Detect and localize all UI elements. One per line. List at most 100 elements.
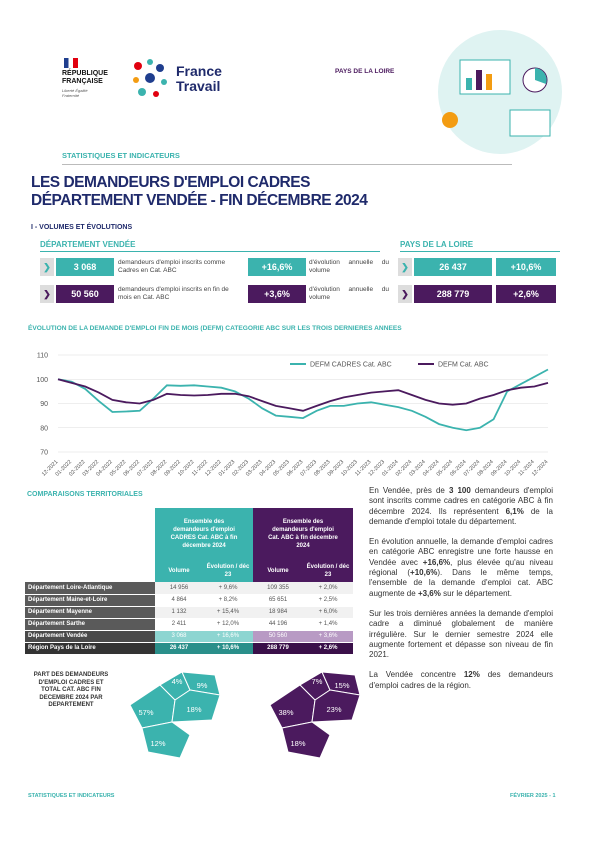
y-tick-label: 90 — [40, 401, 48, 408]
kpi-change: +3,6% — [248, 285, 306, 303]
region: PAYS DE LA LOIRE — [335, 68, 395, 75]
table-cell: 1 132 — [155, 606, 203, 619]
table-cell: + 10,6% — [203, 642, 253, 655]
group-header: Ensemble des demandeurs d'emploi CADRES … — [155, 508, 253, 560]
kpi-change: +16,6% — [248, 258, 306, 276]
text: Sur les trois dernières années la demand… — [369, 608, 553, 660]
row-label: Département Loire-Atlantique — [25, 582, 155, 595]
table-cell: 44 196 — [253, 618, 303, 631]
illustration — [438, 30, 562, 154]
map-label: 38% — [278, 708, 293, 717]
rule — [400, 251, 560, 252]
paragraph: Sur les trois dernières années la demand… — [369, 609, 553, 660]
table-cell: 50 560 — [253, 630, 303, 643]
table-row: Région Pays de la Loire 26 437 + 10,6% 288 … — [25, 642, 353, 655]
table-cell: 2 411 — [155, 618, 203, 631]
paragraph: En évolution annuelle, la demande d'empl… — [369, 537, 553, 599]
kpi-change-text: d'évolution annuelle du volume — [309, 286, 389, 301]
map-label: 9% — [197, 681, 208, 690]
sub-header: Évolution / déc 23 — [303, 560, 353, 582]
section: I - VOLUMES ET ÉVOLUTIONS — [31, 224, 133, 231]
emphasis: 12% — [463, 670, 480, 680]
flag — [64, 58, 78, 68]
brand-logo — [133, 59, 167, 97]
title-line: DÉPARTEMENT VENDÉE - FIN DÉCEMBRE 2024 — [31, 192, 368, 209]
chart: 70809010011012-202101-202202-202203-2022… — [36, 353, 549, 478]
row-label: Région Pays de la Loire — [25, 642, 155, 655]
legend-label: DEFM Cat. ABC — [438, 362, 489, 369]
legend-label: DEFM CADRES Cat. ABC — [310, 362, 392, 369]
table-row: Département Sarthe 2 411 + 12,0% 44 196 + 1,… — [25, 618, 353, 631]
emphasis: +10,6% — [410, 568, 438, 578]
comparison-table: Ensemble des demandeurs d'emploi CADRES … — [25, 508, 353, 655]
table-row: Département Maine-et-Loire 4 864 + 8,2% 65 … — [25, 594, 353, 607]
y-tick-label: 110 — [37, 353, 48, 360]
text: demandeurs d'emploi sont inscrits comme … — [369, 486, 554, 516]
region-change: +2,6% — [496, 285, 556, 303]
map-cadres — [129, 671, 221, 759]
map-label: 12% — [150, 739, 165, 748]
emphasis: 3 100 — [448, 486, 471, 495]
text: La Vendée concentre — [369, 670, 464, 680]
emphasis: +16,6% — [422, 557, 451, 567]
map-label: 23% — [326, 705, 341, 714]
commentary: En Vendée, près de 3 100 demandeurs d'em… — [369, 486, 553, 701]
table-cell: + 8,2% — [203, 594, 253, 607]
kpi-arrow: ❯ — [40, 285, 54, 303]
text: de la demande d'emploi totale du départe… — [369, 506, 553, 526]
map-total — [269, 671, 361, 759]
map-label: 7% — [312, 677, 323, 686]
paragraph: La Vendée concentre 12% des demandeurs d… — [369, 670, 553, 691]
blank — [25, 560, 155, 582]
header-row: Ensemble des demandeurs d'emploi CADRES … — [25, 508, 353, 560]
title: LES DEMANDEURS D'EMPLOI CADRES DÉPARTEMEN… — [31, 174, 368, 210]
kpi-text: demandeurs d'emploi inscrits comme Cadre… — [118, 259, 226, 274]
table-cell: + 15,4% — [203, 606, 253, 619]
republic: RÉPUBLIQUE FRANÇAISE — [62, 70, 108, 85]
table-cell: 26 437 — [155, 642, 203, 655]
table-row: Département Vendée 3 068 + 16,6% 50 560 + 3,… — [25, 630, 353, 643]
row-label: Département Vendée — [25, 630, 155, 643]
series-line — [57, 368, 549, 432]
text: En évolution annuelle, la demande d'empl… — [369, 537, 553, 567]
table-wrap: Ensemble des demandeurs d'emploi CADRES … — [25, 508, 353, 655]
table-cell: + 9,6% — [203, 582, 253, 595]
table-cell: + 6,0% — [303, 606, 353, 619]
motto: Liberté Égalité Fraternité — [62, 88, 88, 98]
y-tick-label: 80 — [40, 425, 48, 432]
region-value: 288 779 — [414, 285, 492, 303]
footer-left: STATISTIQUES ET INDICATEURS — [28, 793, 115, 799]
table-cell: 4 864 — [155, 594, 203, 607]
sub-header: Évolution / déc 23 — [203, 560, 253, 582]
table-cell: 14 956 — [155, 582, 203, 595]
table-cell: + 1,4% — [303, 618, 353, 631]
rule — [62, 164, 512, 165]
table-cell: 288 779 — [253, 642, 303, 655]
kpi-arrow: ❯ — [398, 285, 412, 303]
kpi-value: 50 560 — [56, 285, 114, 303]
table-title: COMPARAISONS TERRITORIALES — [27, 491, 143, 498]
region-value: 26 437 — [414, 258, 492, 276]
sub-header: Volume — [253, 560, 303, 582]
kpi-text: demandeurs d'emploi inscrits en fin de m… — [118, 286, 229, 301]
region-change: +10,6% — [496, 258, 556, 276]
footer-right: FÉVRIER 2025 - 1 — [510, 793, 556, 799]
table-cell: + 12,0% — [203, 618, 253, 631]
row-label: Département Mayenne — [25, 606, 155, 619]
kpi-change-text: d'évolution annuelle du volume — [309, 259, 389, 274]
table-cell: + 16,6% — [203, 630, 253, 643]
table-cell: 65 651 — [253, 594, 303, 607]
kicker: STATISTIQUES ET INDICATEURS — [62, 151, 180, 160]
table-cell: + 2,0% — [303, 582, 353, 595]
group-header: Ensemble des demandeurs d'emploi Cat. AB… — [253, 508, 353, 560]
chart-title: ÉVOLUTION DE LA DEMANDE D'EMPLOI FIN DE … — [28, 325, 402, 332]
table-cell: + 3,6% — [303, 630, 353, 643]
text: sur le département. — [440, 588, 512, 598]
y-tick-label: 100 — [36, 377, 48, 384]
map-label: 18% — [186, 705, 201, 714]
table-cell: + 2,5% — [303, 594, 353, 607]
y-tick-label: 70 — [40, 450, 48, 457]
rule — [40, 251, 380, 252]
